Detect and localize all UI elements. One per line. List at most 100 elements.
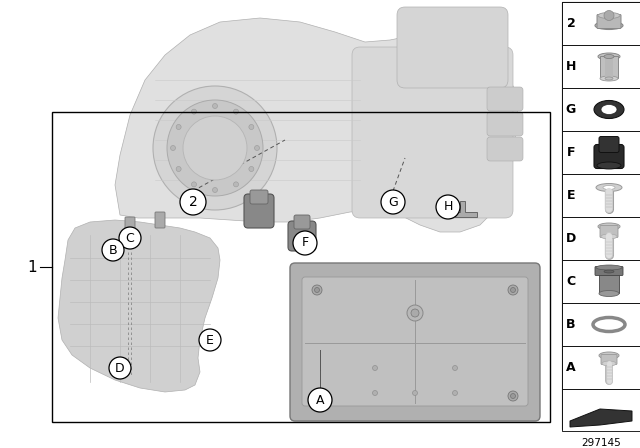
FancyBboxPatch shape bbox=[487, 137, 523, 161]
Circle shape bbox=[413, 391, 417, 396]
Circle shape bbox=[119, 227, 141, 249]
Text: H: H bbox=[566, 60, 576, 73]
Circle shape bbox=[109, 357, 131, 379]
Circle shape bbox=[176, 125, 181, 129]
Text: B: B bbox=[109, 244, 117, 257]
FancyBboxPatch shape bbox=[288, 221, 316, 251]
Ellipse shape bbox=[598, 53, 620, 60]
Circle shape bbox=[102, 239, 124, 261]
Text: C: C bbox=[125, 232, 134, 245]
FancyBboxPatch shape bbox=[600, 56, 618, 78]
Bar bbox=[562, 389, 640, 431]
Circle shape bbox=[249, 125, 254, 129]
FancyBboxPatch shape bbox=[290, 263, 540, 421]
Polygon shape bbox=[58, 220, 220, 392]
Circle shape bbox=[153, 86, 277, 210]
FancyBboxPatch shape bbox=[250, 190, 268, 204]
Bar bbox=[562, 45, 640, 88]
Circle shape bbox=[511, 393, 515, 399]
Ellipse shape bbox=[602, 361, 616, 366]
Circle shape bbox=[255, 146, 259, 151]
FancyBboxPatch shape bbox=[487, 112, 523, 136]
FancyBboxPatch shape bbox=[599, 137, 619, 152]
Text: G: G bbox=[566, 103, 576, 116]
Bar bbox=[562, 131, 640, 174]
Polygon shape bbox=[570, 409, 632, 427]
FancyBboxPatch shape bbox=[155, 212, 165, 228]
Circle shape bbox=[234, 182, 239, 187]
Text: F: F bbox=[567, 146, 575, 159]
Circle shape bbox=[381, 190, 405, 214]
FancyBboxPatch shape bbox=[601, 354, 617, 365]
FancyBboxPatch shape bbox=[244, 194, 274, 228]
Text: A: A bbox=[566, 361, 576, 374]
Circle shape bbox=[452, 391, 458, 396]
FancyBboxPatch shape bbox=[599, 271, 619, 293]
Bar bbox=[562, 88, 640, 131]
Circle shape bbox=[452, 366, 458, 370]
Circle shape bbox=[212, 103, 218, 108]
Text: 2: 2 bbox=[566, 17, 575, 30]
Circle shape bbox=[170, 146, 175, 151]
Text: H: H bbox=[444, 201, 452, 214]
Circle shape bbox=[212, 188, 218, 193]
Ellipse shape bbox=[603, 185, 615, 190]
Circle shape bbox=[167, 100, 263, 196]
FancyBboxPatch shape bbox=[597, 14, 621, 29]
Ellipse shape bbox=[593, 318, 625, 332]
Ellipse shape bbox=[600, 322, 618, 327]
Bar bbox=[562, 2, 640, 429]
Bar bbox=[562, 346, 640, 389]
Ellipse shape bbox=[596, 265, 622, 270]
Ellipse shape bbox=[594, 100, 624, 119]
Circle shape bbox=[249, 167, 254, 172]
Ellipse shape bbox=[597, 162, 621, 169]
Bar bbox=[562, 2, 640, 45]
Text: A: A bbox=[316, 393, 324, 406]
Text: C: C bbox=[566, 275, 575, 288]
Circle shape bbox=[199, 329, 221, 351]
Ellipse shape bbox=[599, 290, 619, 297]
Ellipse shape bbox=[605, 77, 613, 80]
Circle shape bbox=[293, 231, 317, 255]
Bar bbox=[562, 217, 640, 260]
Ellipse shape bbox=[600, 76, 618, 81]
Polygon shape bbox=[115, 18, 518, 232]
Text: E: E bbox=[206, 333, 214, 346]
FancyBboxPatch shape bbox=[294, 215, 310, 229]
FancyBboxPatch shape bbox=[487, 87, 523, 111]
Text: F: F bbox=[301, 237, 308, 250]
FancyBboxPatch shape bbox=[595, 267, 623, 276]
Circle shape bbox=[407, 305, 423, 321]
FancyBboxPatch shape bbox=[594, 145, 624, 168]
Circle shape bbox=[314, 288, 319, 293]
FancyBboxPatch shape bbox=[397, 7, 508, 88]
Text: E: E bbox=[567, 189, 575, 202]
Circle shape bbox=[312, 391, 322, 401]
Circle shape bbox=[308, 388, 332, 412]
Bar bbox=[605, 56, 613, 78]
FancyBboxPatch shape bbox=[352, 47, 513, 218]
Circle shape bbox=[372, 366, 378, 370]
Ellipse shape bbox=[598, 13, 620, 18]
FancyBboxPatch shape bbox=[600, 225, 618, 237]
FancyBboxPatch shape bbox=[125, 217, 135, 233]
Circle shape bbox=[511, 288, 515, 293]
Ellipse shape bbox=[601, 234, 617, 239]
Ellipse shape bbox=[599, 352, 619, 359]
Text: B: B bbox=[566, 318, 576, 331]
Circle shape bbox=[191, 182, 196, 187]
Ellipse shape bbox=[595, 22, 623, 30]
Bar bbox=[562, 174, 640, 217]
Circle shape bbox=[436, 195, 460, 219]
Circle shape bbox=[411, 309, 419, 317]
Circle shape bbox=[183, 116, 247, 180]
Circle shape bbox=[314, 393, 319, 399]
Text: D: D bbox=[115, 362, 125, 375]
Text: D: D bbox=[566, 232, 576, 245]
Circle shape bbox=[372, 391, 378, 396]
Text: 2: 2 bbox=[189, 195, 197, 209]
Text: 1: 1 bbox=[27, 259, 37, 275]
Bar bbox=[52, 112, 550, 422]
Text: G: G bbox=[388, 195, 398, 208]
